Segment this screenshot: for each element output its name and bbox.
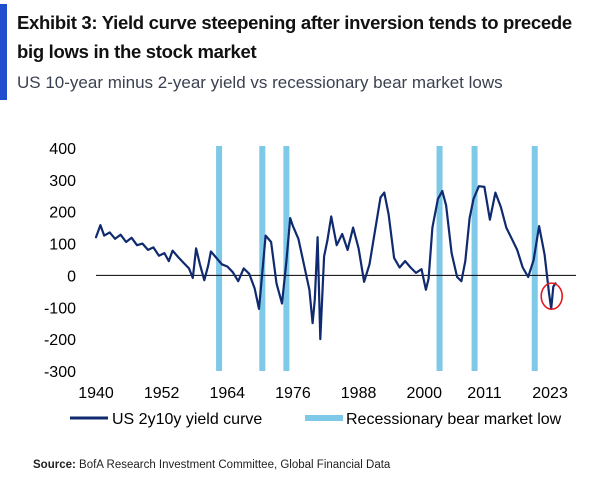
annotations [540, 282, 564, 310]
y-tick-label: -200 [44, 332, 76, 349]
x-tick-label: 2023 [532, 385, 568, 402]
y-tick-label: -300 [44, 364, 76, 381]
x-tick-label: 1940 [78, 385, 114, 402]
yield-curve-line [94, 185, 557, 341]
chart-title: Exhibit 3: Yield curve steepening after … [17, 8, 612, 66]
bear-low-bar-1 [216, 146, 223, 371]
legend: US 2y10y yield curve Recessionary bear ma… [70, 411, 562, 428]
highlight-circle [540, 282, 564, 310]
y-tick-label: 200 [49, 205, 76, 222]
bear-low-bar-2 [259, 146, 266, 371]
bear-low-bar-4 [436, 146, 443, 371]
y-tick-label: 400 [49, 141, 76, 158]
yield-curve-layer [94, 185, 557, 341]
source-text: BofA Research Investment Committee, Glob… [79, 459, 391, 471]
x-tick-label: 1988 [341, 385, 377, 402]
legend-label-yield-curve: US 2y10y yield curve [112, 411, 262, 428]
legend-label-bear-low: Recessionary bear market low [346, 411, 562, 428]
x-tick-label: 1952 [144, 385, 180, 402]
bear-low-bar-5 [471, 146, 478, 371]
x-tick-label: 2000 [406, 385, 442, 402]
y-tick-label: 100 [49, 237, 76, 254]
x-tick-label: 1964 [209, 385, 245, 402]
x-tick-label: 2011 [467, 385, 502, 402]
source-label: Source: [33, 459, 76, 471]
y-tick-label: -100 [44, 300, 76, 317]
y-tick-label: 300 [49, 173, 76, 190]
y-tick-label: 0 [67, 268, 76, 285]
title-line-2: big lows in the stock market [17, 41, 257, 62]
title-line-1: Exhibit 3: Yield curve steepening after … [17, 12, 572, 33]
chart-subtitle: US 10-year minus 2-year yield vs recessi… [17, 73, 503, 92]
accent-bar [0, 4, 7, 100]
source-note: Source: BofA Research Investment Committ… [33, 459, 390, 471]
x-tick-label: 1976 [275, 385, 311, 402]
